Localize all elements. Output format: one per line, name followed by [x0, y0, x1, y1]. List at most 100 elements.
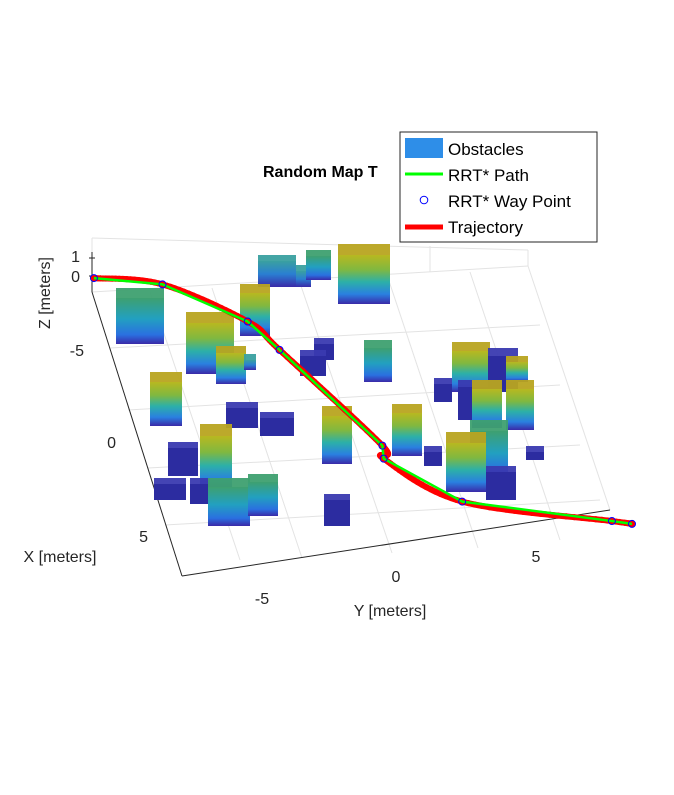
obstacle-7-top	[244, 354, 256, 360]
waypoint-4	[378, 441, 387, 450]
obstacle-28-top	[434, 378, 452, 384]
obstacle-26-top	[488, 348, 518, 356]
obstacle-15-side	[168, 448, 198, 476]
obstacle-6-top	[216, 346, 246, 353]
obstacle-24-top	[324, 494, 350, 500]
obstacle-15-top	[168, 442, 198, 448]
rrt-path-line	[93, 276, 633, 526]
trajectory-marker	[432, 488, 439, 495]
obstacle-9-top	[314, 338, 334, 344]
trajectory-marker	[299, 367, 306, 375]
legend-path-label: RRT* Path	[448, 166, 529, 185]
legend-obstacles-swatch	[405, 138, 443, 158]
trajectory-marker	[437, 490, 444, 498]
waypoint-2	[243, 317, 252, 326]
trajectory-marker	[368, 432, 375, 439]
obstacle-23-top	[424, 446, 442, 452]
obstacle-4-side	[116, 298, 164, 344]
obstacle-14-side	[260, 418, 294, 436]
obstacles	[116, 244, 544, 526]
obstacle-25-top	[452, 342, 490, 351]
obstacle-12-side	[150, 382, 182, 426]
obstacle-31-top	[506, 380, 534, 389]
obstacle-5-top	[186, 312, 234, 323]
obstacle-34-side	[486, 472, 516, 500]
trajectory-marker	[311, 378, 318, 385]
obstacle-21-top	[322, 406, 352, 416]
y-tick-0: 0	[392, 569, 401, 586]
z-axis-label: Z [meters]	[37, 257, 54, 329]
y-tick-neg5: -5	[255, 591, 269, 608]
obstacle-23-side	[424, 452, 442, 466]
obstacle-10-top	[300, 350, 326, 356]
x-tick-5: 5	[139, 529, 148, 546]
obstacle-22-top	[392, 404, 422, 413]
obstacle-0-side	[258, 261, 296, 287]
z-tick-1: 1	[71, 249, 80, 266]
obstacle-33-side	[446, 443, 486, 492]
waypoint-5	[379, 454, 388, 463]
waypoint-0	[89, 274, 98, 283]
legend: Obstacles RRT* Path RRT* Way Point Traje…	[399, 131, 598, 243]
y-axis-label: Y [meters]	[354, 603, 427, 620]
obstacle-13-top	[226, 402, 258, 408]
obstacle-3-side	[338, 255, 390, 304]
obstacle-2-top	[306, 250, 331, 256]
obstacle-20-top	[154, 478, 186, 484]
obstacle-8-top	[240, 284, 270, 293]
legend-waypoint-label: RRT* Way Point	[448, 192, 571, 211]
legend-waypoint-swatch	[419, 195, 429, 205]
trajectory-marker	[427, 486, 435, 493]
obstacle-11-side	[364, 348, 392, 382]
obstacle-24-side	[324, 500, 350, 526]
obstacle-11-top	[364, 340, 392, 348]
z-tick-0: 0	[71, 269, 80, 286]
obstacle-33-top	[446, 432, 486, 443]
rrt-waypoints	[89, 274, 636, 528]
trajectory-marker	[294, 362, 301, 370]
obstacle-13-side	[226, 408, 258, 428]
trajectory-marker	[423, 483, 430, 491]
obstacle-17-top	[190, 478, 210, 484]
waypoint-3	[275, 345, 284, 354]
obstacle-27-top	[506, 356, 528, 362]
obstacle-12-top	[150, 372, 182, 382]
obstacle-19-top	[248, 474, 278, 482]
waypoint-1	[158, 280, 167, 289]
x-axis-label: X [meters]	[24, 549, 97, 566]
obstacle-27-side	[506, 362, 528, 382]
legend-box	[399, 131, 598, 243]
obstacle-18-top	[208, 478, 250, 487]
obstacle-7-side	[244, 360, 256, 370]
obstacle-16-top	[200, 424, 232, 436]
trajectory-marker	[288, 358, 296, 365]
obstacle-19-side	[248, 482, 278, 516]
obstacle-35-side	[526, 452, 544, 460]
rrt-path	[93, 276, 633, 526]
trajectory-marker	[276, 346, 283, 353]
x-tick-0: 0	[107, 435, 116, 452]
trajectory-marker	[372, 436, 379, 443]
waypoint-8	[628, 519, 636, 528]
waypoint-6	[458, 497, 467, 506]
x-tick-neg5: -5	[70, 343, 84, 360]
obstacle-28-side	[434, 384, 452, 402]
obstacle-6-side	[216, 353, 246, 384]
obstacle-21-side	[322, 416, 352, 464]
y-tick-5: 5	[532, 549, 541, 566]
obstacle-4-top	[116, 288, 164, 298]
obstacle-35-top	[526, 446, 544, 452]
axes	[89, 252, 611, 577]
obstacle-17-side	[190, 484, 210, 504]
waypoint-7	[607, 517, 616, 526]
obstacle-0-top	[258, 255, 296, 261]
obstacle-32-top	[470, 420, 508, 431]
legend-obstacles-label: Obstacles	[448, 140, 524, 159]
obstacle-22-side	[392, 413, 422, 456]
obstacle-31-side	[506, 389, 534, 430]
legend-trajectory-label: Trajectory	[448, 218, 523, 237]
trajectory-marker	[284, 353, 291, 361]
obstacle-2-side	[306, 256, 331, 280]
